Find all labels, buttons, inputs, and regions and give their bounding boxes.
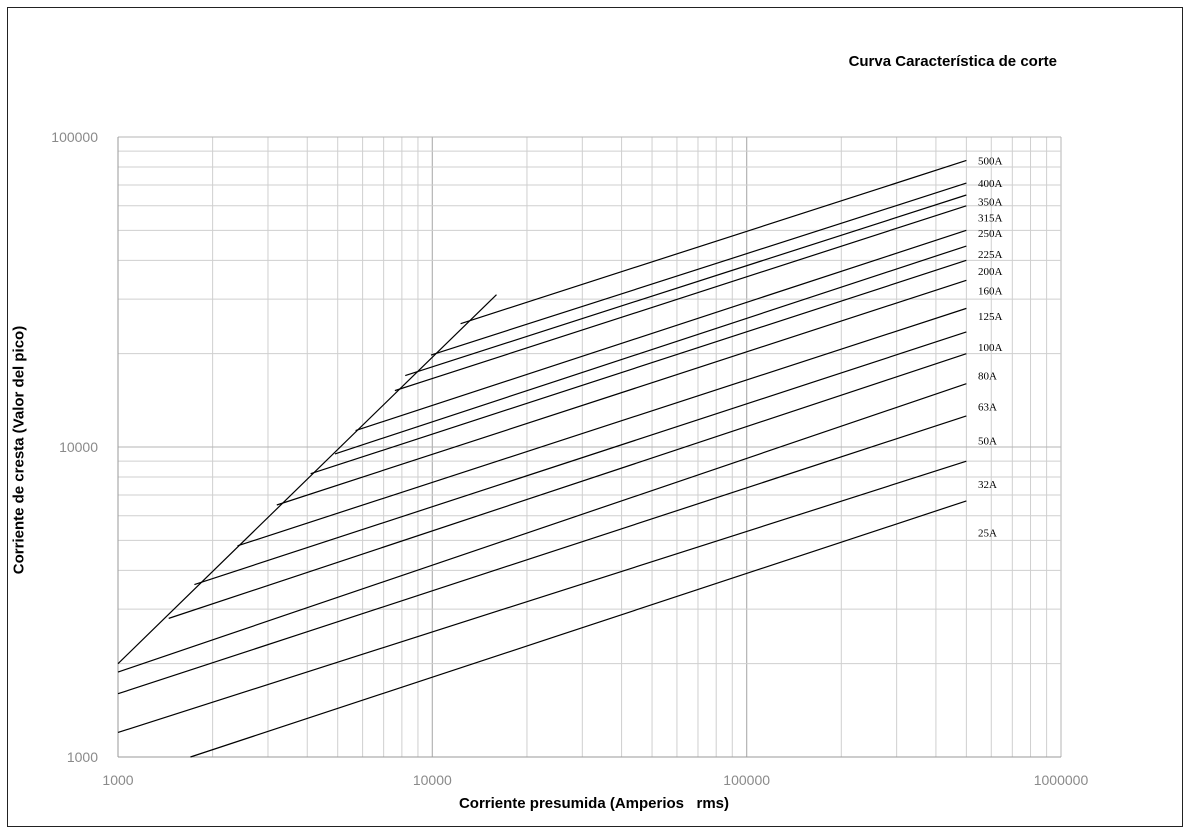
x-tick-label: 100000 [723,772,770,788]
series-line-32A [117,460,967,734]
x-tick-label: 1000 [102,772,133,788]
chart-title: Curva Característica de corte [848,53,1057,70]
y-tick-label: 100000 [51,129,98,145]
series-line-315A [394,205,967,392]
x-tick-label: 1000000 [1034,772,1089,788]
series-label-225A: 225A [978,249,1003,261]
series-label-125A: 125A [978,311,1003,323]
grid [117,136,1062,758]
series-line-400A [430,182,967,356]
series-label-32A: 32A [978,479,997,491]
series-label-350A: 350A [978,196,1003,208]
series-line-100A [194,331,967,586]
series-label-250A: 250A [978,228,1003,240]
series-label-25A: 25A [978,527,997,539]
y-tick-label: 1000 [67,749,98,765]
series-lines [117,159,967,758]
series-label-160A: 160A [978,285,1003,297]
x-axis-label: Corriente presumida (Amperios rms) [458,795,730,812]
series-label-100A: 100A [978,342,1003,354]
envelope-line [117,294,497,665]
series-label-200A: 200A [978,266,1003,278]
series-line-125A [237,307,967,547]
series-labels: 500A 400A 350A 315A 250A 225A 200A 160A 125A 100A… [978,155,1003,539]
series-line-50A [117,415,967,695]
series-line-25A [190,500,967,758]
x-tick-label: 10000 [413,772,452,788]
tick-labels: 1000 10000 100000 1000000 1000 10000 100000 [51,129,1088,788]
series-line-250A [355,229,967,432]
series-line-225A [334,245,967,455]
series-line-350A [405,194,967,377]
series-label-500A: 500A [978,155,1003,167]
chart-frame [7,7,1183,827]
series-line-500A [460,159,967,325]
series-line-80A [168,353,967,619]
series-label-400A: 400A [978,178,1003,190]
series-line-200A [310,259,967,475]
series-label-50A: 50A [978,435,997,447]
series-label-80A: 80A [978,371,997,383]
series-line-63A [117,383,967,673]
series-line-160A [276,279,967,506]
series-label-315A: 315A [978,212,1003,224]
y-tick-label: 10000 [59,439,98,455]
series-label-63A: 63A [978,402,997,414]
